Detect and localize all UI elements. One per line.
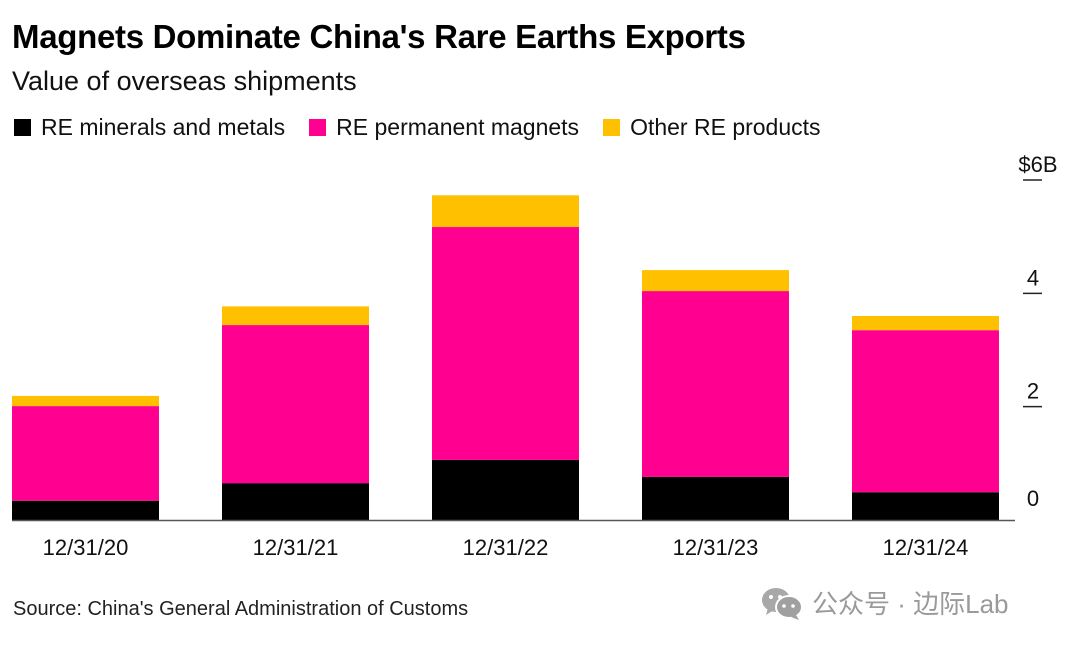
legend-item-other: Other RE products [603,114,821,141]
legend-label-other: Other RE products [630,114,821,140]
legend-swatch-other [603,119,621,136]
legend-item-minerals: RE minerals and metals [14,114,285,141]
legend-swatch-minerals [14,119,31,136]
bar-segment-2-2 [432,195,579,228]
watermark: 公众号 · 边际Lab [760,584,1009,621]
x-tick-label: 12/31/20 [43,535,129,560]
wechat-icon [762,587,803,620]
x-tick-label: 12/31/21 [253,535,339,560]
bar-segment-3-1 [642,291,789,477]
x-tick-label: 12/31/23 [673,535,759,560]
legend-item-magnets: RE permanent magnets [309,114,579,141]
bar-segment-1-0 [222,483,369,520]
legend-swatch-magnets [309,119,327,136]
bar-segment-2-1 [432,227,579,460]
x-tick-label: 12/31/22 [463,535,549,560]
bar-segment-4-1 [852,330,999,493]
x-axis-labels: 12/31/20 12/31/21 12/31/22 12/31/23 12/31/24 [43,535,969,560]
bars-group [12,195,999,520]
y-tick-label: 2 [1027,379,1039,404]
bar-segment-0-1 [12,406,159,501]
watermark-text: 公众号 · 边际Lab [812,589,1009,619]
y-tick-label: $6B [1018,152,1057,177]
bar-segment-3-2 [642,270,789,292]
legend-label-magnets: RE permanent magnets [336,114,580,140]
y-axis: 0 2 4 $6B [12,152,1058,522]
bar-segment-1-1 [222,325,369,484]
bar-segment-3-0 [642,476,789,520]
bar-segment-0-2 [12,395,159,407]
source-note: Source: China's General Administration o… [13,598,469,620]
chart-title: Magnets Dominate China's Rare Earths Exp… [12,18,746,55]
y-tick-label: 0 [1027,486,1039,511]
bar-segment-0-0 [12,500,159,520]
bar-segment-4-2 [852,316,999,331]
x-tick-label: 12/31/24 [883,535,969,560]
bar-segment-2-0 [432,459,579,520]
bar-segment-1-2 [222,306,369,326]
bar-segment-4-0 [852,492,999,520]
chart-subtitle: Value of overseas shipments [12,66,357,96]
legend: RE minerals and metals RE permanent magn… [14,114,845,141]
legend-label-minerals: RE minerals and metals [41,114,286,140]
y-tick-label: 4 [1027,265,1039,290]
